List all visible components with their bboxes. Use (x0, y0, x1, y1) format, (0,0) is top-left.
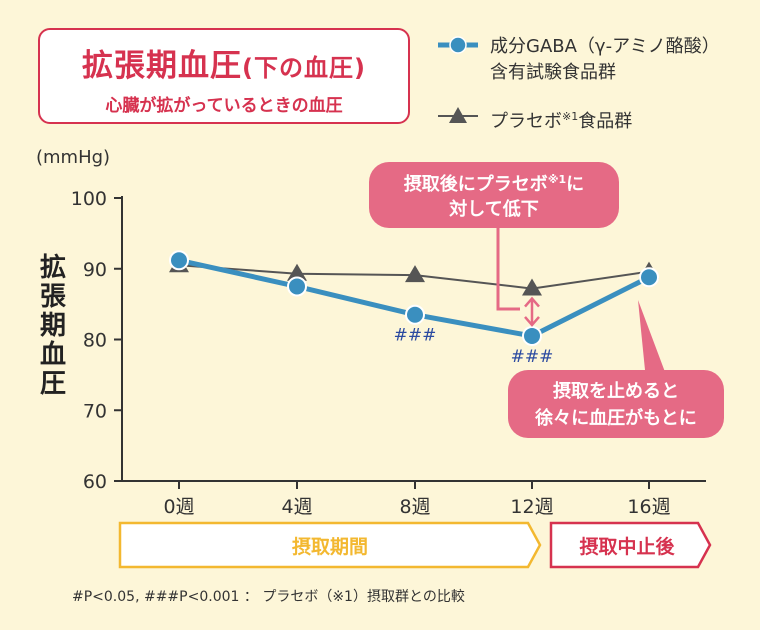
phase-after-label: 摂取中止後 (579, 535, 675, 558)
gaba-point-2 (405, 304, 425, 325)
legend-label-gaba: 成分GABA（γ-アミノ酪酸） 含有試験食品群 (490, 34, 720, 86)
difference-arrow-head-up (524, 296, 540, 308)
y-tick-label-2: 80 (83, 330, 107, 352)
callout-bottom-bubble (508, 370, 724, 438)
title-box: 拡張期血圧(下の血圧) 心臓が拡がっているときの血圧 (38, 28, 410, 124)
callout-bottom-line1: 摂取を止めると (553, 380, 679, 402)
title-paren: (下の血圧) (242, 54, 366, 82)
placebo-point-3 (522, 278, 542, 296)
chart-subtitle: 心臓が拡がっているときの血圧 (105, 96, 343, 116)
y-axis-label-char-1: 張 (39, 282, 66, 312)
chart-title: 拡張期血圧(下の血圧) (40, 40, 408, 85)
callout-top-connector (496, 228, 520, 311)
callout-top-sup: ※1 (548, 173, 566, 186)
gaba-point-0 (169, 250, 189, 271)
triangle-icon (438, 107, 478, 123)
gaba-point-4 (639, 267, 659, 288)
y-axis-label-char-0: 拡 (39, 253, 66, 283)
callout-top-bubble (369, 162, 619, 228)
callout-top-text: 摂取後にプラセボ (404, 173, 548, 195)
difference-arrow-head-down (524, 316, 540, 327)
legend: 成分GABA（γ-アミノ酪酸） 含有試験食品群 プラセボ※1食品群 (436, 34, 720, 153)
y-axis-label-char-3: 血 (39, 340, 66, 370)
gaba-point-1 (287, 276, 307, 297)
legend-placebo-suffix: 食品群 (578, 111, 633, 132)
callout-top-line1: 摂取後にプラセボ※1に (404, 173, 584, 195)
x-tick-label-3: 12週 (510, 496, 553, 518)
legend-gaba-line2: 含有試験食品群 (490, 62, 616, 83)
y-tick-label-3: 90 (83, 259, 107, 281)
gaba-point-3 (522, 325, 542, 346)
x-tick-label-4: 16週 (627, 496, 670, 518)
y-unit-label: (mmHg) (36, 147, 111, 168)
y-tick-label-4: 100 (71, 188, 107, 210)
placebo-point-1 (287, 263, 307, 281)
phase-after-bar (549, 521, 712, 569)
callout-top-text-end: に (566, 174, 584, 195)
legend-placebo-name: プラセボ (490, 111, 562, 132)
phase-intake-bar (118, 521, 542, 569)
legend-label-placebo: プラセボ※1食品群 (490, 104, 632, 135)
phase-intake-label: 摂取期間 (292, 535, 368, 558)
placebo-point-2 (405, 265, 425, 283)
circle-icon (438, 36, 478, 54)
legend-item-placebo: プラセボ※1食品群 (436, 104, 720, 135)
callout-bottom-pointer (638, 300, 668, 380)
title-main-text: 拡張期血圧 (82, 48, 243, 84)
y-tick-label-1: 70 (83, 400, 107, 422)
y-axis-label: 拡張期血圧 (36, 254, 70, 399)
legend-placebo-sup: ※1 (562, 110, 579, 123)
callout-top-line2: 対して低下 (448, 198, 538, 220)
x-tick-label-2: 8週 (399, 496, 430, 518)
significance-label-0: ### (394, 326, 437, 346)
legend-gaba-line1: 成分GABA（γ-アミノ酪酸） (490, 36, 720, 57)
footnote: #P<0.05, ###P<0.001 ： プラセボ（※1）摂取群との比較 (72, 589, 465, 605)
x-tick-label-1: 4週 (281, 496, 312, 518)
callout-bottom-line2: 徐々に血圧がもとに (534, 407, 697, 429)
y-axis-label-char-2: 期 (39, 311, 66, 341)
x-tick-label-0: 0週 (163, 496, 194, 518)
y-axis-label-char-4: 圧 (39, 369, 66, 399)
legend-item-gaba: 成分GABA（γ-アミノ酪酸） 含有試験食品群 (436, 34, 720, 86)
y-tick-label-0: 60 (83, 471, 107, 493)
significance-label-1: ### (511, 347, 554, 367)
